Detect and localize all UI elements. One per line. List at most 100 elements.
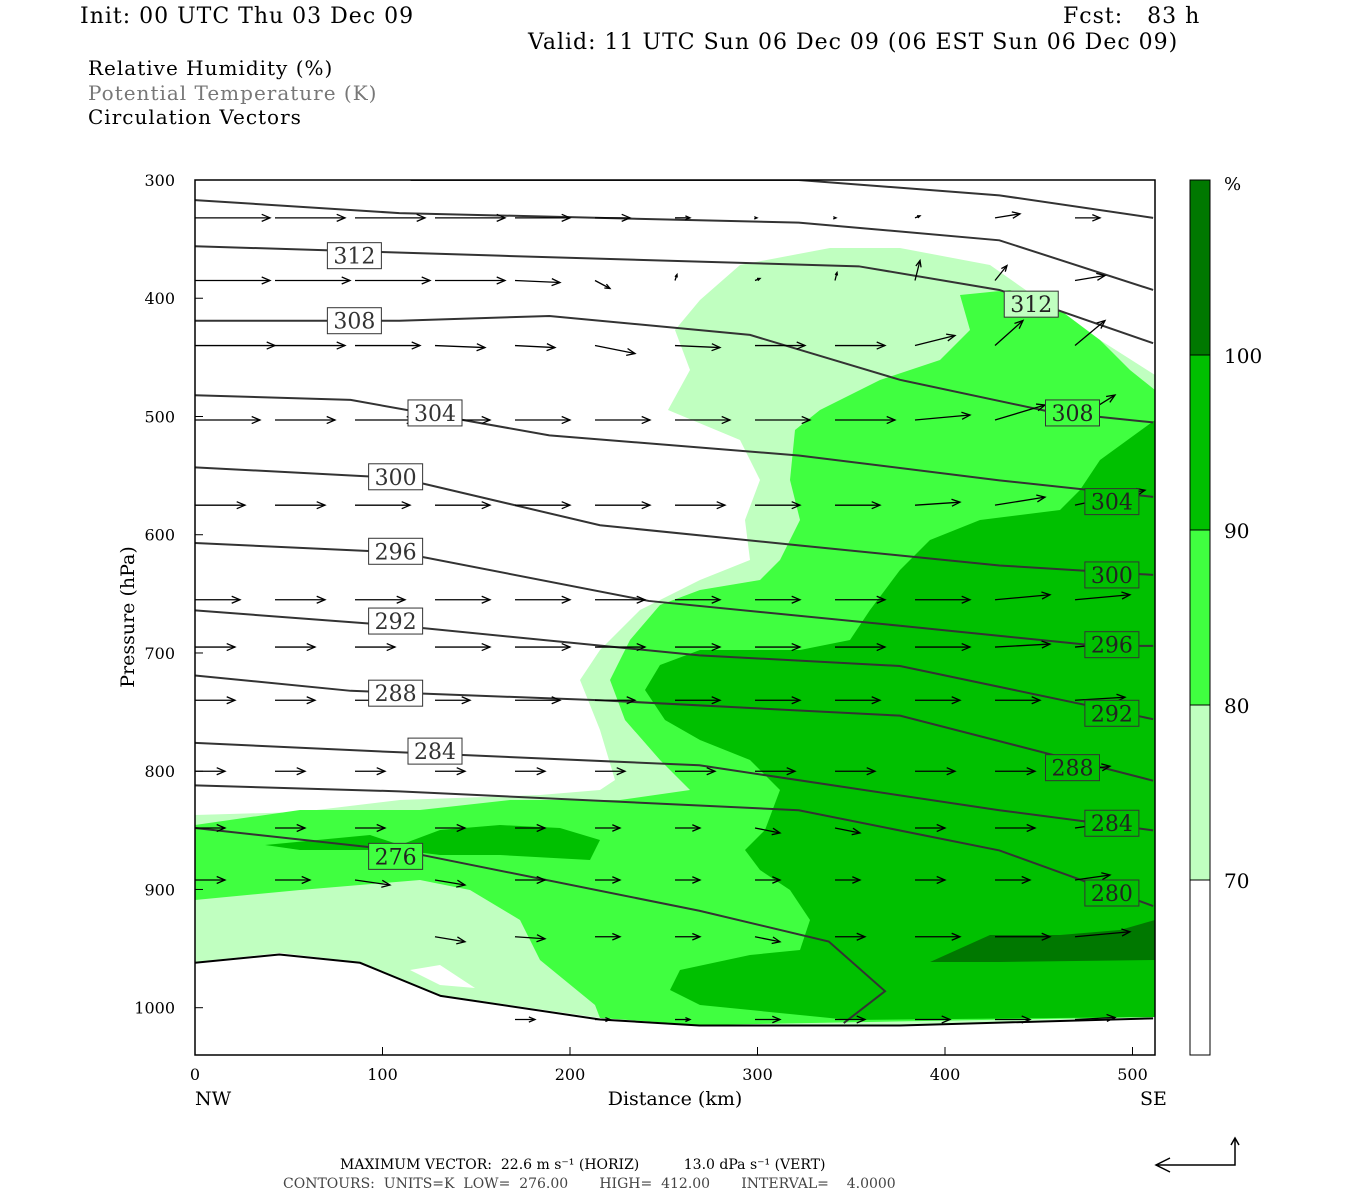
contour-label-box xyxy=(1084,879,1140,907)
circulation-vector xyxy=(674,344,721,349)
circulation-vector xyxy=(434,344,486,349)
vector-arrowhead xyxy=(856,932,867,941)
circulation-vector xyxy=(994,213,1021,219)
vector-arrowhead xyxy=(946,333,957,342)
vector-arrowhead xyxy=(496,276,507,285)
circulation-vector xyxy=(994,265,1008,281)
vector-arrowhead xyxy=(216,767,227,776)
y-tick-label: 800 xyxy=(144,762,175,781)
vector-arrowhead xyxy=(616,767,627,776)
isentrope-320 xyxy=(410,180,1154,219)
vector-arrowhead xyxy=(692,932,702,941)
vector-arrowhead xyxy=(461,696,472,705)
colorbar-segment xyxy=(1189,704,1211,881)
vector-arrowhead xyxy=(756,277,762,282)
circulation-vector xyxy=(1074,594,1131,601)
contour-label: 300 xyxy=(375,466,417,491)
vector-arrowhead xyxy=(251,415,262,425)
vector-arrowhead xyxy=(296,823,307,833)
vector-arrowhead xyxy=(1026,823,1037,833)
circulation-vector xyxy=(914,334,956,347)
vector-arrowhead xyxy=(772,1015,782,1024)
init-time: Init: 00 UTC Thu 03 Dec 09 xyxy=(80,4,415,29)
vector-arrowhead xyxy=(832,216,838,220)
y-axis-label: Pressure (hPa) xyxy=(117,546,139,688)
vector-arrowhead xyxy=(301,875,312,885)
x-tick-label: 200 xyxy=(555,1065,586,1084)
vector-arrowhead xyxy=(721,415,732,425)
vector-arrowhead xyxy=(1014,319,1025,329)
vector-arrowhead xyxy=(871,501,882,510)
vector-arrowhead xyxy=(771,827,782,836)
contour-label-box xyxy=(1084,809,1140,837)
circulation-vector xyxy=(1074,1016,1116,1021)
contour-label: 292 xyxy=(375,610,417,635)
vector-arrowhead xyxy=(866,767,877,776)
vector-arrowhead xyxy=(496,213,507,222)
vector-arrowhead xyxy=(961,411,972,420)
x-tick-label: 400 xyxy=(930,1065,961,1084)
plot-frame xyxy=(194,179,1156,1056)
y-tick-label: 400 xyxy=(144,289,175,308)
vector-arrowhead xyxy=(1041,640,1052,649)
vector-arrowhead xyxy=(951,498,962,507)
contour-label: 296 xyxy=(375,540,417,565)
vector-arrowhead xyxy=(231,595,242,604)
vector-arrowhead xyxy=(801,415,812,425)
colorbar-unit: % xyxy=(1224,174,1241,195)
vector-arrowhead xyxy=(536,934,547,943)
circulation-vector xyxy=(994,594,1051,601)
vector-arrowhead xyxy=(711,343,722,352)
vector-arrowhead xyxy=(1121,591,1132,600)
vector-arrowhead xyxy=(711,696,722,705)
vector-arrowhead xyxy=(481,501,492,510)
contour-label: 312 xyxy=(333,245,375,270)
contour-label-box xyxy=(368,607,424,635)
vector-arrowhead xyxy=(561,595,572,604)
vector-arrowhead xyxy=(692,876,702,884)
vector-arrowhead xyxy=(528,1016,537,1023)
forecast-hour: Fcst: 83 h xyxy=(1063,4,1201,29)
vector-arrowhead xyxy=(791,501,802,510)
vector-arrowhead xyxy=(711,642,722,652)
valid-time: Valid: 11 UTC Sun 06 Dec 09 (06 EST Sun … xyxy=(528,30,1179,55)
contour-label: 288 xyxy=(1052,757,1094,782)
vector-arrowhead xyxy=(692,824,702,832)
y-tick-label: 1000 xyxy=(134,999,175,1018)
vector-arrowhead xyxy=(456,823,467,833)
max-vector-note: MAXIMUM VECTOR: 22.6 m s⁻¹ (HORIZ) 13.0 … xyxy=(340,1157,826,1173)
vector-arrowhead xyxy=(296,767,307,776)
rh-90-100-band xyxy=(265,825,600,860)
vector-arrowhead xyxy=(456,767,467,776)
vector-arrowhead xyxy=(561,642,572,652)
vector-arrowhead xyxy=(961,642,972,652)
se-label: SE xyxy=(1140,1088,1167,1110)
circulation-vector xyxy=(514,344,556,349)
rh-90-100-region xyxy=(645,420,1155,1020)
vector-arrowhead xyxy=(604,283,612,290)
vector-arrowhead xyxy=(791,642,802,652)
vector-arrowhead xyxy=(416,213,427,222)
isentrope-304 xyxy=(195,394,1154,498)
circulation-vector xyxy=(914,501,961,506)
vector-arrowhead xyxy=(551,696,562,705)
vector-arrowhead xyxy=(834,270,839,276)
colorbar-level-label: 80 xyxy=(1224,694,1249,718)
vector-arrowhead xyxy=(876,595,887,604)
legend-vectors: Circulation Vectors xyxy=(88,105,302,129)
contour-label-box xyxy=(407,399,463,427)
vector-arrowhead xyxy=(306,696,317,705)
vector-arrowhead xyxy=(946,767,957,776)
nw-label: NW xyxy=(195,1088,232,1110)
y-tick-label: 500 xyxy=(144,407,175,426)
contour-label: 312 xyxy=(1010,293,1052,318)
vector-arrowhead xyxy=(786,767,797,776)
circulation-vector xyxy=(594,279,611,290)
vector-arrowhead xyxy=(376,767,387,776)
vector-arrowhead xyxy=(401,501,412,510)
circulation-vector xyxy=(1074,696,1126,701)
circulation-vector xyxy=(1074,874,1111,881)
vector-arrowhead xyxy=(636,595,647,604)
vector-arrowhead xyxy=(886,415,897,425)
vector-arrowhead xyxy=(421,276,432,285)
